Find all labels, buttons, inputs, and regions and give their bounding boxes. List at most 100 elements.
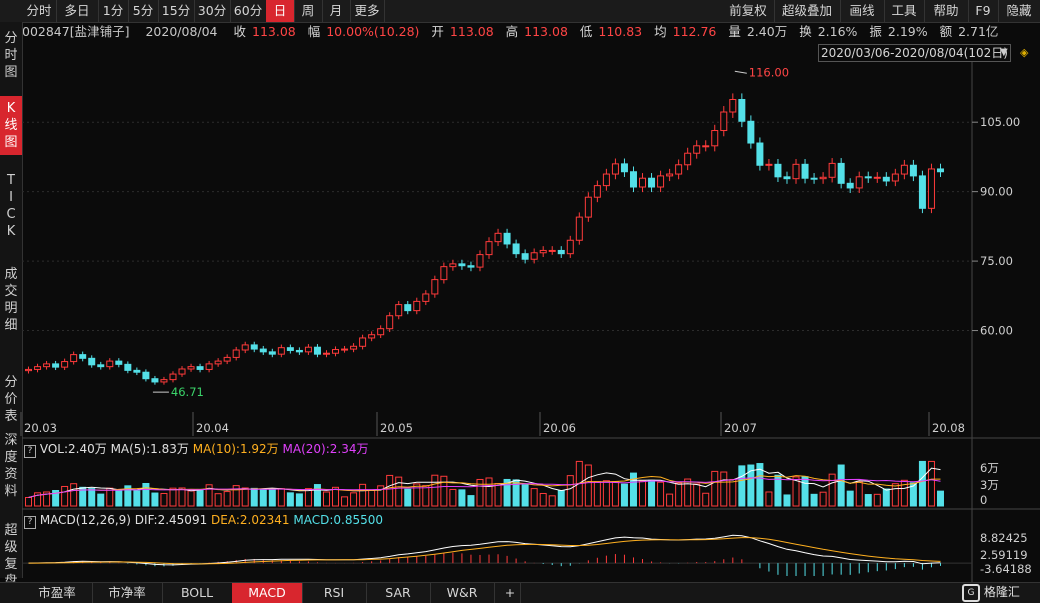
toolbar-button-6[interactable]: 隐藏 xyxy=(998,0,1040,22)
candle-body-22 xyxy=(223,356,231,362)
indicator-tab-5[interactable]: SAR xyxy=(366,583,431,603)
toolbar-button-1[interactable]: 超级叠加 xyxy=(774,0,841,22)
volume-bar-40 xyxy=(386,474,394,507)
candle-body-86 xyxy=(801,163,809,179)
candle-body-37 xyxy=(359,337,367,347)
candle-body-68 xyxy=(639,177,647,188)
price-tick-label-3: 60.00 xyxy=(980,324,1013,338)
candle-body-23 xyxy=(232,349,240,358)
candle-body-100 xyxy=(927,168,935,209)
avg-label: 均 xyxy=(654,24,667,39)
candle-body-53 xyxy=(503,232,511,245)
volume-bar-91 xyxy=(846,490,854,507)
volume-bar-101 xyxy=(936,490,944,507)
date-range-selector[interactable]: 2020/03/06-2020/08/04(102日) xyxy=(818,44,1011,62)
stock-code-name: 002847[盐津铺子] xyxy=(22,24,130,39)
macd-header: ? MACD(12,26,9) DIF:2.45091 DEA:2.02341 … xyxy=(24,512,384,529)
toolbar-button-5[interactable]: F9 xyxy=(968,0,999,22)
volume-bar-15 xyxy=(160,492,168,507)
period-tab-8[interactable]: 周 xyxy=(294,0,323,22)
period-tab-1[interactable]: 多日 xyxy=(56,0,99,22)
macd-value: MACD:0.85500 xyxy=(293,513,384,527)
volume-bar-94 xyxy=(873,493,881,507)
date-range-text: 2020/03/06-2020/08/04(102日) xyxy=(821,46,1008,60)
period-tab-3[interactable]: 5分 xyxy=(128,0,159,22)
period-tab-5[interactable]: 30分 xyxy=(194,0,231,22)
period-tab-7[interactable]: 日 xyxy=(266,0,295,22)
change-label: 幅 xyxy=(307,24,321,39)
high-label: 高 xyxy=(505,24,519,39)
left-nav-item-0[interactable]: 分时图 xyxy=(4,31,18,80)
kline-chart[interactable]: 105.00 90.00 75.00 60.00 116.00 46.71 20.03 20.… xyxy=(0,0,1040,582)
toolbar-button-2[interactable]: 画线 xyxy=(840,0,885,22)
close-label: 收 xyxy=(233,24,247,39)
volume-bar-22 xyxy=(223,491,231,507)
indicator-tab-6[interactable]: W&R xyxy=(430,583,495,603)
volume-bar-3 xyxy=(52,490,60,507)
price-tick-label-2: 75.00 xyxy=(980,254,1013,268)
avg-value: 112.76 xyxy=(672,24,717,39)
candle-body-78 xyxy=(729,99,737,113)
vol-help-icon[interactable]: ? xyxy=(24,445,36,458)
left-nav-item-3[interactable]: 成交明细 xyxy=(4,267,18,333)
open-label: 开 xyxy=(431,24,444,39)
indicator-tab-3[interactable]: MACD xyxy=(232,583,303,603)
candle-body-99 xyxy=(918,175,926,209)
macd-tick-label-2: -3.64188 xyxy=(980,562,1032,576)
period-tab-0[interactable]: 分时 xyxy=(22,0,57,22)
left-nav-item-4[interactable]: 分价表 xyxy=(4,375,18,424)
turnover-label: 换 xyxy=(799,24,812,39)
volume-bar-83 xyxy=(774,474,782,507)
indicator-tab-1[interactable]: 市净率 xyxy=(92,583,163,603)
volume-bar-21 xyxy=(214,493,222,507)
toolbar-button-3[interactable]: 工具 xyxy=(884,0,925,22)
candle-body-33 xyxy=(322,352,330,355)
period-tab-2[interactable]: 1分 xyxy=(98,0,129,22)
volume-bar-56 xyxy=(530,488,538,507)
period-tab-4[interactable]: 15分 xyxy=(158,0,195,22)
volume-bar-13 xyxy=(142,482,150,507)
candle-body-85 xyxy=(792,163,800,180)
volume-bar-46 xyxy=(440,475,448,507)
toolbar-button-0[interactable]: 前复权 xyxy=(722,0,775,22)
candle-body-26 xyxy=(259,348,267,353)
candle-body-48 xyxy=(458,263,466,267)
volume-bar-74 xyxy=(693,483,701,507)
macd-help-icon[interactable]: ? xyxy=(24,516,36,529)
range-settings-icon[interactable]: ◈ xyxy=(1020,46,1029,59)
volume-bar-51 xyxy=(485,477,493,507)
indicator-tab-4[interactable]: RSI xyxy=(302,583,367,603)
add-indicator-icon[interactable]: + xyxy=(500,583,521,603)
volume-bar-77 xyxy=(720,471,728,507)
toolbar-button-4[interactable]: 帮助 xyxy=(924,0,969,22)
candle-body-35 xyxy=(341,348,349,351)
candle-body-6 xyxy=(79,354,87,359)
volume-bar-58 xyxy=(548,495,556,507)
volume-bar-30 xyxy=(295,493,303,507)
left-nav-item-6[interactable]: 超级复盘 xyxy=(4,523,18,589)
volume-bar-75 xyxy=(702,492,710,507)
volume-bar-72 xyxy=(675,482,683,507)
candle-body-21 xyxy=(214,360,222,365)
left-nav-item-5[interactable]: 深度资料 xyxy=(4,433,18,499)
period-tab-10[interactable]: 更多 xyxy=(350,0,385,22)
indicator-tab-2[interactable]: BOLL xyxy=(162,583,233,603)
candle-body-79 xyxy=(738,99,746,122)
volume-bar-99 xyxy=(918,460,926,507)
period-tab-9[interactable]: 月 xyxy=(322,0,351,22)
volume-bar-2 xyxy=(43,491,51,507)
candle-body-57 xyxy=(539,249,547,254)
macd-name: MACD(12,26,9) xyxy=(39,513,131,527)
close-value: 113.08 xyxy=(252,24,296,39)
candle-body-31 xyxy=(304,346,312,353)
range-dropdown-icon[interactable]: ▼ xyxy=(1000,47,1008,58)
indicator-tab-0[interactable]: 市盈率 xyxy=(22,583,93,603)
volume-bar-57 xyxy=(539,492,547,507)
candle-body-43 xyxy=(413,300,421,312)
candle-body-65 xyxy=(611,163,619,175)
low-label: 低 xyxy=(579,24,593,39)
volume-bar-43 xyxy=(413,483,421,507)
candle-body-45 xyxy=(431,279,439,295)
